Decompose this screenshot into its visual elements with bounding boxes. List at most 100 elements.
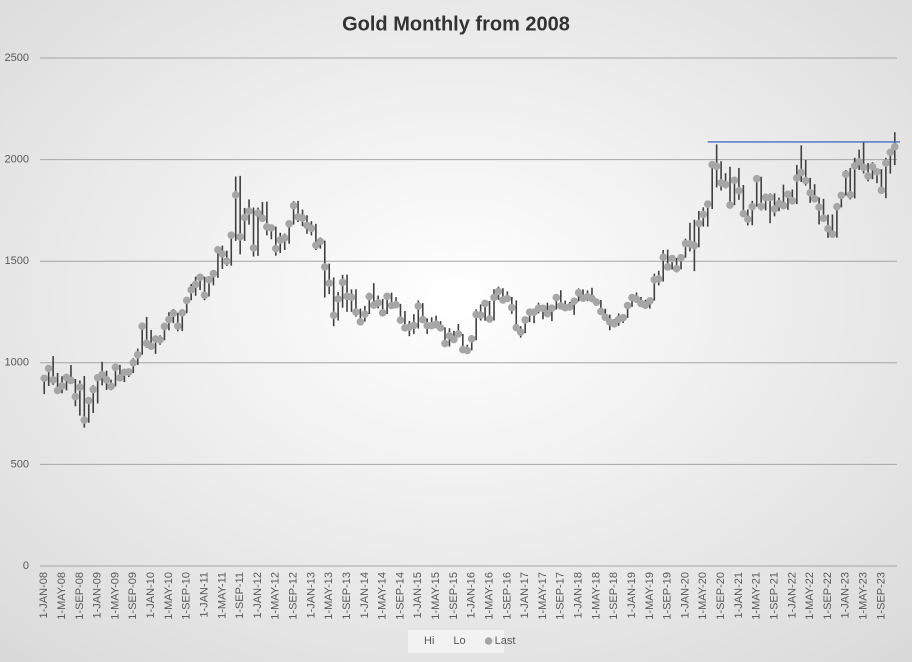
- last-marker: [543, 309, 552, 318]
- y-tick-label: 0: [23, 560, 29, 572]
- last-marker: [182, 296, 191, 305]
- last-marker: [726, 201, 734, 209]
- last-marker: [271, 244, 280, 253]
- last-marker: [347, 293, 356, 301]
- last-marker: [699, 210, 708, 219]
- last-marker: [133, 350, 142, 359]
- last-marker: [365, 292, 374, 301]
- x-tick-label: 1-MAY-15: [430, 572, 442, 620]
- last-marker: [378, 309, 387, 317]
- last-marker: [71, 392, 80, 401]
- last-marker: [374, 299, 383, 307]
- last-marker: [779, 201, 788, 210]
- last-marker: [855, 157, 863, 166]
- x-tick-label: 1-JAN-22: [786, 572, 798, 618]
- last-marker: [236, 233, 244, 241]
- last-marker: [548, 304, 556, 312]
- last-marker: [40, 374, 49, 383]
- last-marker: [539, 304, 547, 313]
- last-marker: [169, 309, 178, 318]
- last-marker: [102, 376, 111, 384]
- last-marker: [254, 209, 262, 217]
- last-marker: [138, 322, 146, 331]
- last-marker: [810, 195, 819, 203]
- last-marker: [882, 159, 890, 167]
- last-marker: [494, 287, 503, 296]
- x-tick-label: 1-MAY-11: [216, 572, 228, 619]
- last-marker: [80, 416, 89, 424]
- x-tick-label: 1-SEP-16: [501, 572, 513, 620]
- last-marker: [770, 205, 779, 213]
- x-tick-label: 1-SEP-20: [715, 572, 727, 620]
- last-marker: [240, 213, 249, 222]
- last-marker: [668, 254, 676, 263]
- last-marker: [111, 363, 120, 372]
- x-tick-label: 1-MAY-21: [751, 572, 763, 620]
- y-tick-label: 1500: [5, 255, 29, 267]
- last-marker: [116, 374, 124, 382]
- last-marker: [672, 264, 681, 273]
- x-tick-label: 1-SEP-13: [341, 572, 353, 620]
- x-tick-label: 1-MAY-12: [270, 572, 282, 620]
- x-tick-label: 1-SEP-14: [394, 572, 406, 620]
- last-marker: [441, 339, 449, 348]
- x-tick-label: 1-JAN-19: [626, 572, 638, 618]
- last-marker: [703, 200, 712, 208]
- x-tick-label: 1-MAY-20: [697, 572, 709, 620]
- last-marker: [289, 201, 298, 210]
- last-marker: [485, 315, 494, 323]
- last-marker: [890, 142, 899, 151]
- last-marker: [147, 342, 155, 350]
- legend-label: Last: [495, 635, 516, 647]
- x-tick-label: 1-SEP-10: [181, 572, 193, 620]
- last-marker: [454, 330, 463, 338]
- last-marker: [654, 275, 663, 283]
- last-marker: [187, 286, 195, 294]
- last-marker: [677, 253, 685, 262]
- x-tick-label: 1-MAY-22: [804, 572, 816, 620]
- last-marker: [797, 168, 806, 177]
- last-marker: [837, 191, 846, 200]
- x-tick-label: 1-JAN-15: [412, 572, 424, 618]
- last-marker: [191, 280, 200, 289]
- last-marker: [463, 346, 472, 355]
- last-marker: [623, 301, 632, 310]
- last-marker: [574, 288, 583, 297]
- legend-label: Lo: [453, 635, 465, 647]
- last-marker: [873, 167, 881, 176]
- last-marker: [67, 376, 75, 385]
- x-tick-label: 1-JAN-23: [840, 572, 852, 618]
- x-tick-label: 1-MAY-19: [644, 572, 656, 620]
- x-tick-label: 1-JAN-20: [679, 572, 691, 618]
- last-marker: [788, 197, 797, 205]
- x-tick-label: 1-SEP-17: [555, 572, 567, 620]
- last-marker: [392, 300, 400, 309]
- last-marker: [552, 293, 561, 302]
- last-marker: [819, 214, 828, 223]
- y-tick-label: 1000: [5, 357, 29, 369]
- last-marker: [84, 396, 93, 405]
- last-marker: [481, 299, 489, 308]
- last-marker: [334, 295, 342, 303]
- x-tick-label: 1-MAY-13: [323, 572, 335, 620]
- chart-title: Gold Monthly from 2008: [342, 13, 570, 35]
- x-tick-label: 1-SEP-23: [875, 572, 887, 620]
- last-marker: [841, 170, 850, 179]
- last-marker: [129, 359, 138, 367]
- last-marker: [205, 275, 213, 284]
- last-marker: [730, 176, 739, 185]
- last-marker: [877, 186, 886, 195]
- x-tick-label: 1-JAN-09: [92, 572, 104, 618]
- last-marker: [352, 308, 360, 316]
- legend-marker: [484, 637, 493, 645]
- last-marker: [178, 309, 187, 317]
- x-tick-label: 1-MAY-08: [56, 572, 68, 620]
- last-marker: [267, 224, 276, 232]
- x-tick-label: 1-SEP-15: [448, 572, 460, 620]
- last-marker: [320, 263, 329, 271]
- last-marker: [752, 174, 761, 183]
- last-marker: [597, 307, 605, 316]
- last-marker: [223, 257, 231, 266]
- x-tick-label: 1-JAN-18: [573, 572, 585, 618]
